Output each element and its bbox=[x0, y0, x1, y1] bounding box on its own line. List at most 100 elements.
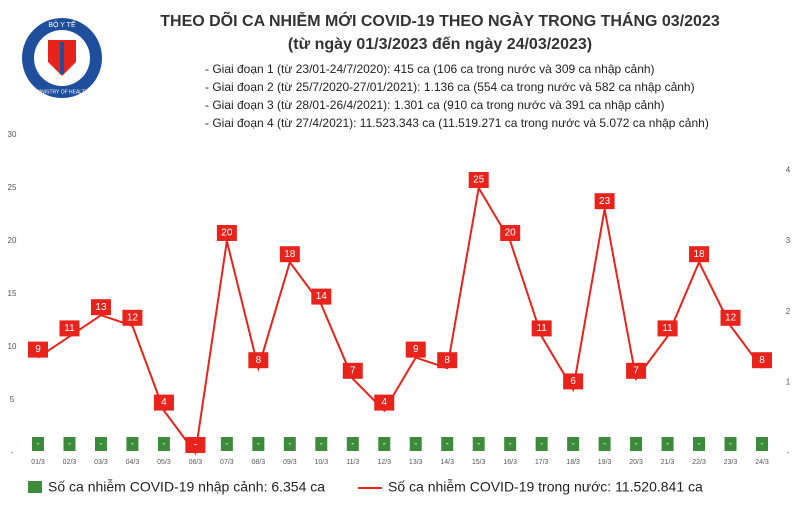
bar-label: - bbox=[225, 438, 228, 448]
data-label: 4 bbox=[161, 397, 167, 408]
data-label-box bbox=[185, 437, 206, 453]
data-label-box bbox=[122, 309, 143, 326]
y2-tick-label: 4 bbox=[786, 165, 791, 174]
x-tick-label: 09/3 bbox=[283, 459, 297, 466]
bar-label: - bbox=[572, 438, 575, 448]
bar-label: - bbox=[446, 438, 449, 448]
data-label: 20 bbox=[505, 228, 517, 239]
line bbox=[37, 185, 763, 456]
data-label-box bbox=[342, 362, 363, 379]
data-label-box bbox=[689, 246, 710, 263]
y-tick-label: 25 bbox=[8, 183, 17, 192]
logo-staff bbox=[60, 42, 64, 74]
data-label: 13 bbox=[95, 302, 107, 313]
bar-label-box bbox=[157, 437, 170, 451]
bar-label: - bbox=[288, 438, 291, 448]
data-label: - bbox=[194, 440, 197, 451]
x-tick-label: 06/3 bbox=[189, 459, 203, 466]
bar-label-box bbox=[378, 437, 391, 451]
data-label: 12 bbox=[725, 312, 737, 323]
y2-tick-label: - bbox=[787, 448, 790, 457]
bar-label-box bbox=[630, 437, 643, 451]
bar-label-box bbox=[598, 437, 611, 451]
x-tick-label: 01/3 bbox=[31, 459, 45, 466]
x-tick-label: 03/3 bbox=[94, 459, 108, 466]
bar-label-box bbox=[756, 437, 768, 451]
chart-title: THEO DÕI CA NHIỄM MỚI COVID-19 THEO NGÀY… bbox=[160, 10, 720, 30]
bar-label-box bbox=[220, 437, 233, 451]
bar-label-box bbox=[283, 437, 296, 451]
chart-subtitle: (từ ngày 01/3/2023 đến ngày 24/03/2023) bbox=[288, 36, 592, 53]
data-label-box bbox=[437, 352, 458, 369]
y2-tick-label: 3 bbox=[786, 236, 791, 245]
bar-label-box bbox=[724, 437, 737, 451]
bar-label-box bbox=[409, 437, 422, 451]
data-label: 23 bbox=[599, 196, 611, 207]
bar-label-box bbox=[63, 437, 76, 451]
bar-label-box bbox=[661, 437, 674, 451]
data-label: 9 bbox=[413, 344, 419, 355]
x-tick-label: 21/3 bbox=[661, 459, 675, 466]
bar-label: - bbox=[509, 438, 512, 448]
x-tick-label: 18/3 bbox=[566, 459, 580, 466]
bar-label-box bbox=[346, 437, 359, 451]
bar-label: - bbox=[383, 438, 386, 448]
data-label: 20 bbox=[221, 228, 233, 239]
data-label-box bbox=[248, 352, 269, 369]
data-label-box bbox=[28, 341, 48, 358]
logo: BỘ Y TẾ MINISTRY OF HEALTH bbox=[22, 18, 102, 98]
y2-tick-label: 1 bbox=[786, 377, 791, 386]
data-label: 9 bbox=[35, 344, 41, 355]
x-tick-label: 19/3 bbox=[598, 459, 612, 466]
bar-label-box bbox=[94, 437, 107, 451]
bar-label-box bbox=[535, 437, 548, 451]
bar-label: - bbox=[414, 438, 417, 448]
x-tick-label: 17/3 bbox=[535, 459, 549, 466]
bar-label: - bbox=[477, 438, 480, 448]
bar-label: - bbox=[162, 438, 165, 448]
logo-subtitle: MINISTRY OF HEALTH bbox=[36, 89, 89, 95]
bar-label-box bbox=[32, 437, 44, 451]
data-label: 11 bbox=[64, 323, 75, 334]
bar-label: - bbox=[729, 438, 732, 448]
y-tick-label: 20 bbox=[8, 236, 17, 245]
x-tick-label: 11/3 bbox=[346, 459, 359, 466]
data-label-box bbox=[657, 320, 678, 337]
x-tick-label: 05/3 bbox=[157, 459, 171, 466]
data-label: 11 bbox=[662, 323, 673, 334]
data-label-box bbox=[594, 193, 615, 210]
data-label-box bbox=[626, 362, 647, 379]
bar-label-box bbox=[567, 437, 580, 451]
bar-label: - bbox=[761, 438, 764, 448]
bar-label-box bbox=[315, 437, 328, 451]
x-tick-label: 12/3 bbox=[377, 459, 391, 466]
bar-label: - bbox=[635, 438, 638, 448]
data-label-box bbox=[311, 288, 332, 305]
bar-label-box bbox=[252, 437, 265, 451]
y-tick-label: - bbox=[11, 448, 14, 457]
data-label-box bbox=[720, 309, 741, 326]
data-label: 18 bbox=[284, 249, 296, 260]
y-tick-label: 15 bbox=[8, 289, 17, 298]
data-label-box bbox=[279, 246, 300, 263]
note: - Giai đoạn 3 (từ 28/01-26/4/2021): 1.30… bbox=[205, 98, 665, 112]
bar-label: - bbox=[37, 438, 40, 448]
bar-label: - bbox=[351, 438, 354, 448]
logo-name: BỘ Y TẾ bbox=[48, 19, 76, 29]
x-tick-label: 07/3 bbox=[220, 459, 234, 466]
data-label-box bbox=[531, 320, 552, 337]
data-label: 4 bbox=[381, 397, 387, 408]
data-label: 8 bbox=[444, 355, 450, 366]
bar-label: - bbox=[257, 438, 260, 448]
data-label: 14 bbox=[316, 291, 328, 302]
data-label-box bbox=[468, 172, 489, 188]
x-tick-label: 16/3 bbox=[503, 459, 517, 466]
data-label: 11 bbox=[536, 323, 547, 334]
y2-tick-label: 2 bbox=[786, 307, 791, 316]
x-tick-label: 02/3 bbox=[63, 459, 77, 466]
data-label: 6 bbox=[570, 376, 576, 387]
bar-label: - bbox=[320, 438, 323, 448]
data-label-box bbox=[216, 225, 237, 241]
note: - Giai đoạn 2 (từ 25/7/2020-27/01/2021):… bbox=[205, 80, 695, 94]
